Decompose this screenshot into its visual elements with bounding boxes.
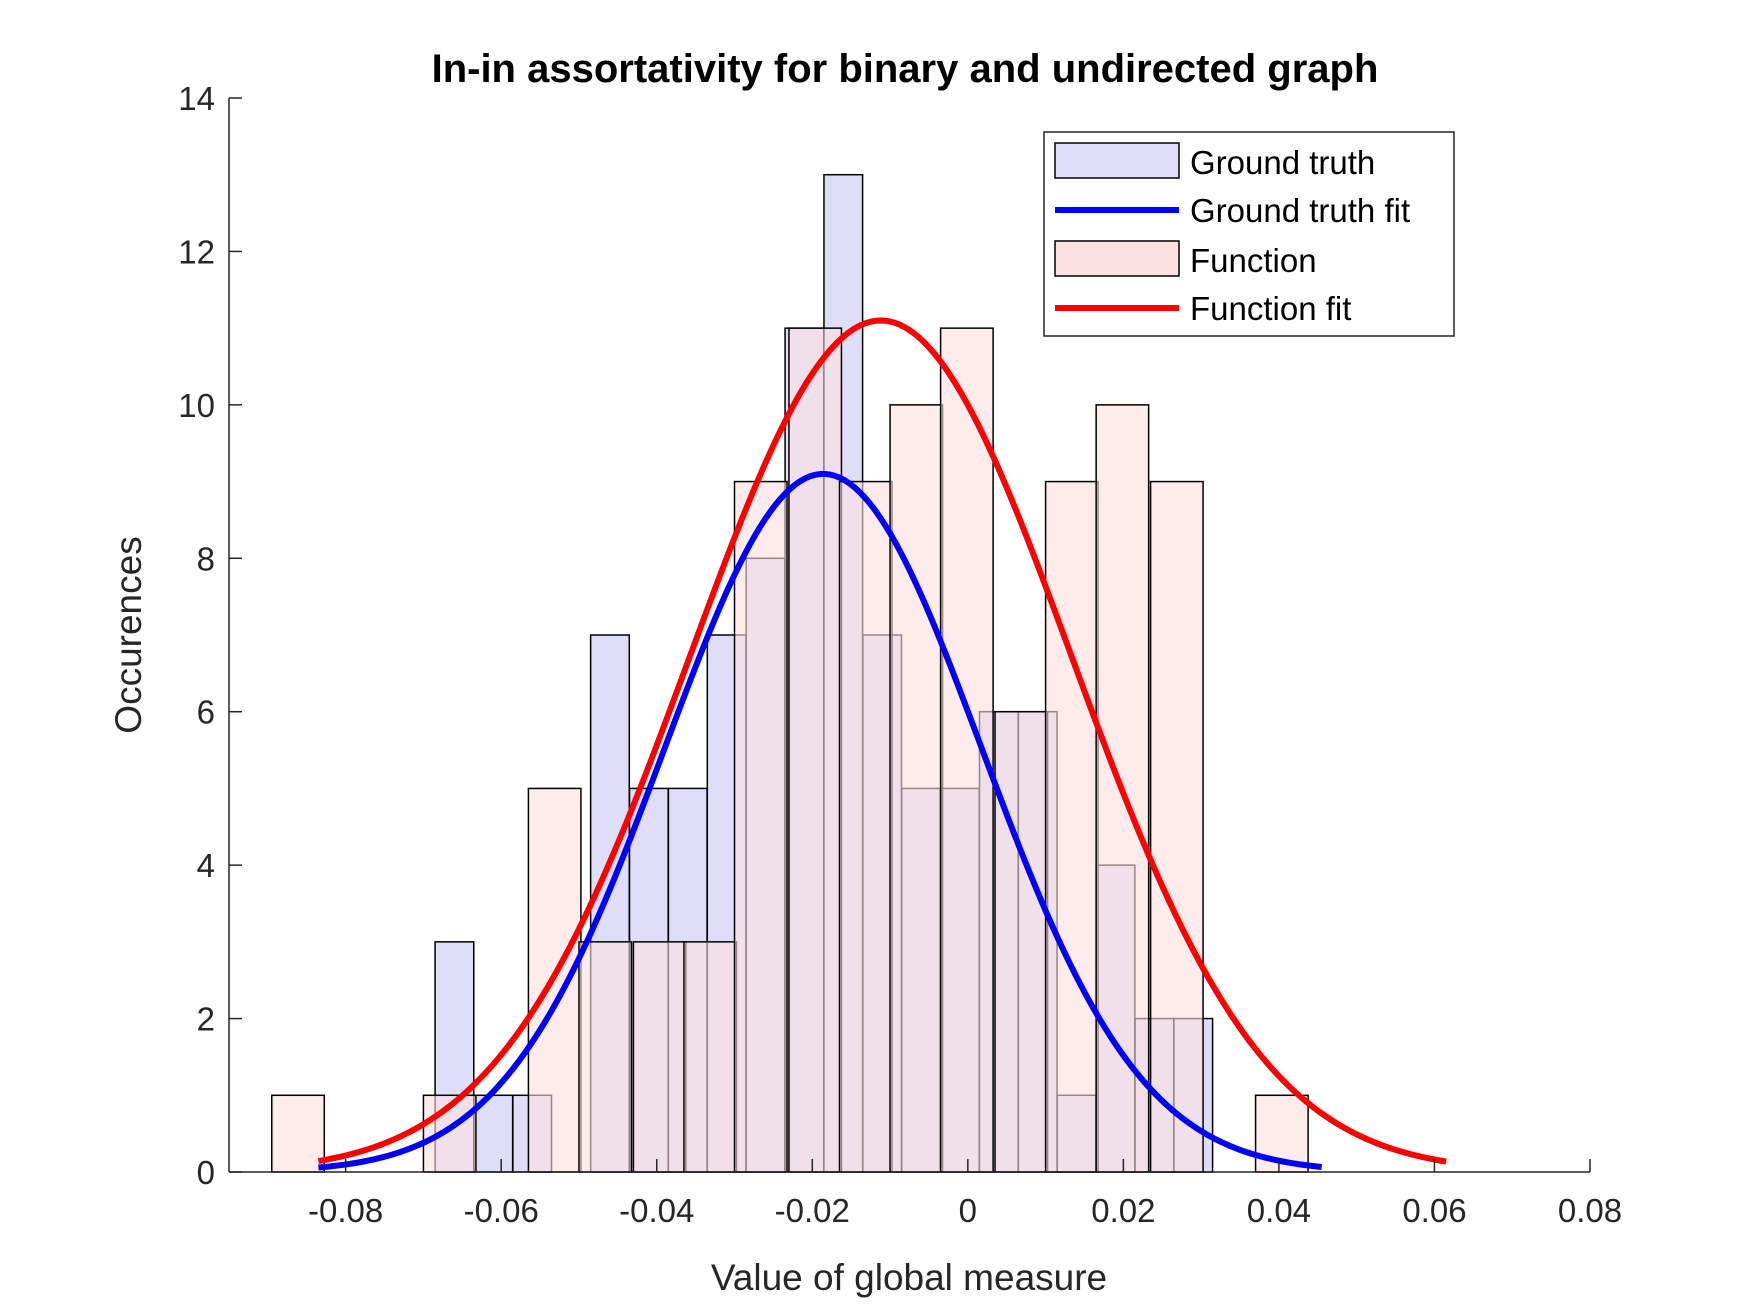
- function-bar-14: [1149, 480, 1204, 1173]
- legend-label-function: Function: [1190, 242, 1317, 279]
- function-bar-2: [527, 787, 582, 1173]
- legend: Ground truth Ground truth fit Function F…: [1043, 131, 1455, 337]
- function-bar-3: [578, 941, 633, 1173]
- axes: -0.08 -0.06 -0.04 -0.02 0 0.02 0.04 0.06 0.08 0 2…: [178, 80, 1622, 1229]
- function-bar-5: [683, 941, 738, 1173]
- function-bars: [271, 327, 1309, 1173]
- y-tick-label: 14: [178, 80, 215, 117]
- y-ticks: 0 2 4 6 8 10 12 14: [178, 80, 242, 1191]
- function-bar-9: [889, 404, 944, 1173]
- x-tick-label: 0: [959, 1192, 977, 1229]
- y-tick-label: 10: [178, 387, 215, 424]
- legend-label-ground-truth-fit: Ground truth fit: [1190, 192, 1410, 229]
- ground-truth-fit-line: [318, 470, 1322, 1171]
- plot-area: [271, 173, 1447, 1173]
- x-tick-label: -0.06: [464, 1192, 539, 1229]
- y-tick-label: 2: [197, 1001, 215, 1038]
- function-bar-8: [838, 480, 893, 1173]
- x-tick-label: -0.08: [308, 1192, 383, 1229]
- x-tick-label: 0.06: [1402, 1192, 1466, 1229]
- chart-title: In-in assortativity for binary and undir…: [432, 47, 1379, 91]
- x-tick-label: -0.04: [619, 1192, 694, 1229]
- legend-swatch-ground-truth: [1054, 142, 1180, 179]
- legend-label-ground-truth: Ground truth: [1190, 144, 1375, 181]
- y-tick-label: 4: [197, 847, 215, 884]
- function-bar-7: [788, 327, 843, 1173]
- x-axis-label: Value of global measure: [711, 1257, 1107, 1298]
- x-tick-label: 0.04: [1247, 1192, 1311, 1229]
- function-bar-4: [632, 941, 687, 1173]
- y-tick-label: 12: [178, 233, 215, 270]
- function-bar-12: [1044, 480, 1099, 1173]
- y-axis-label: Occurences: [108, 536, 149, 733]
- function-bar-0: [271, 1094, 326, 1173]
- y-tick-label: 8: [197, 540, 215, 577]
- y-tick-label: 6: [197, 694, 215, 731]
- function-bar-6: [733, 480, 788, 1173]
- x-tick-label: 0.02: [1091, 1192, 1155, 1229]
- legend-swatch-function: [1054, 240, 1180, 277]
- function-fit-line: [317, 317, 1447, 1165]
- y-tick-label: 0: [197, 1154, 215, 1191]
- function-bar-11: [994, 710, 1049, 1173]
- x-tick-label: -0.02: [775, 1192, 850, 1229]
- x-tick-label: 0.08: [1558, 1192, 1622, 1229]
- legend-label-function-fit: Function fit: [1190, 290, 1351, 327]
- x-ticks: -0.08 -0.06 -0.04 -0.02 0 0.02 0.04 0.06 0.08: [308, 1159, 1622, 1229]
